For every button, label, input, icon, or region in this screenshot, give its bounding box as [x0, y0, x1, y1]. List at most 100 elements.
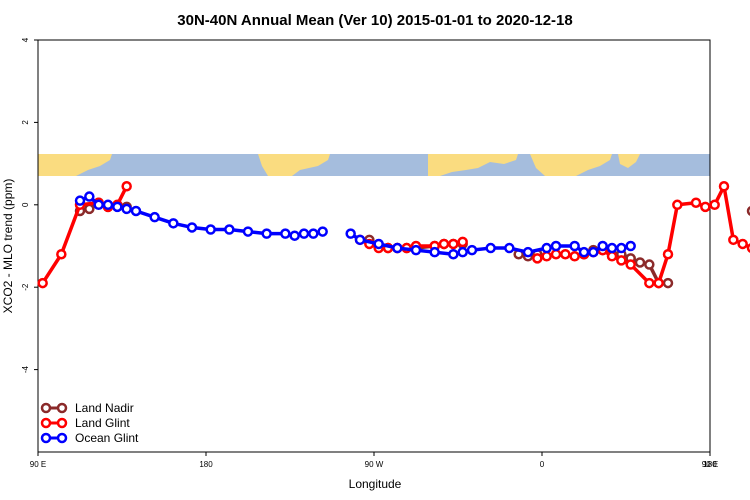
data-point	[550, 248, 562, 260]
data-point	[644, 259, 655, 270]
legend-label: Land Nadir	[75, 401, 134, 415]
data-point	[709, 199, 720, 211]
data-point	[280, 228, 291, 239]
data-point	[662, 248, 674, 260]
data-point	[616, 242, 627, 254]
data-point	[112, 201, 123, 213]
data-point	[634, 257, 646, 268]
data-point	[569, 251, 580, 262]
legend-marker	[40, 402, 52, 414]
series-line	[536, 184, 750, 285]
data-point	[298, 228, 310, 239]
data-point	[448, 238, 459, 250]
legend-marker	[40, 417, 52, 429]
data-point	[84, 191, 95, 202]
legend-label: Land Glint	[75, 416, 130, 430]
series-land-glint	[37, 181, 750, 289]
data-point	[644, 277, 655, 289]
x-tick-label: 90 E	[30, 460, 46, 469]
data-point	[606, 242, 618, 254]
x-tick-label: 180	[703, 460, 717, 469]
x-axis-label: Longitude	[349, 477, 402, 491]
data-point	[186, 222, 198, 233]
data-point	[354, 234, 366, 246]
data-point	[737, 238, 748, 250]
data-point	[728, 234, 739, 246]
series-ocean-glint	[74, 191, 636, 260]
data-point	[653, 277, 664, 289]
data-point	[74, 195, 86, 206]
data-point	[392, 242, 403, 254]
x-tick-label: 90 E	[702, 460, 718, 469]
data-point	[121, 181, 132, 192]
data-point	[606, 251, 618, 262]
data-point	[317, 226, 328, 237]
data-point	[485, 242, 496, 254]
y-axis-label: XCO2 - MLO trend (ppm)	[1, 179, 15, 314]
data-point	[457, 246, 468, 258]
data-point	[37, 277, 48, 289]
map-strip	[38, 154, 710, 176]
x-tick-label: 90 W	[365, 460, 384, 469]
y-tick-label: -2	[21, 283, 30, 291]
data-point	[597, 240, 608, 252]
data-point	[149, 211, 160, 223]
y-tick-label: -4	[21, 365, 30, 373]
land-shape	[428, 154, 518, 176]
data-point	[690, 197, 702, 208]
data-point	[541, 242, 552, 254]
x-tick-label: 0	[540, 460, 545, 469]
data-point	[130, 205, 142, 217]
y-tick-label: 4	[21, 37, 30, 42]
data-point	[93, 199, 104, 211]
data-point	[308, 228, 319, 239]
land-shape	[38, 154, 112, 176]
data-point	[457, 236, 468, 248]
data-point	[466, 244, 478, 256]
data-point	[625, 240, 636, 252]
data-point	[224, 224, 235, 235]
land-masses	[38, 154, 640, 176]
data-point	[662, 277, 674, 289]
legend-label: Ocean Glint	[75, 431, 139, 445]
data-point	[672, 199, 683, 211]
data-point	[438, 238, 450, 250]
data-point	[410, 244, 422, 256]
data-point	[84, 203, 95, 215]
data-point	[588, 246, 599, 258]
data-point	[616, 255, 627, 266]
legend-marker	[56, 432, 68, 444]
data-point	[700, 201, 711, 213]
data-point	[718, 181, 730, 192]
legend-marker	[40, 432, 52, 444]
data-point	[289, 230, 300, 241]
series-layer	[37, 181, 750, 289]
data-point	[242, 226, 254, 237]
data-point	[550, 240, 562, 252]
land-shape	[530, 154, 612, 176]
legend-marker	[56, 402, 68, 414]
land-shape	[618, 154, 640, 168]
data-point	[532, 253, 543, 264]
data-point	[345, 228, 356, 239]
data-point	[560, 248, 571, 260]
y-tick-label: 2	[21, 120, 30, 125]
data-point	[504, 242, 515, 254]
data-point	[569, 240, 580, 252]
data-point	[448, 248, 459, 260]
data-point	[429, 246, 440, 258]
legend-marker	[56, 417, 68, 429]
y-tick-label: 0	[21, 202, 30, 207]
land-shape	[258, 154, 330, 176]
data-point	[121, 203, 132, 215]
data-point	[541, 251, 552, 262]
data-point	[205, 224, 216, 235]
data-point	[261, 228, 272, 239]
data-point	[102, 199, 114, 211]
data-point	[522, 246, 534, 258]
data-point	[168, 218, 179, 229]
data-point	[578, 246, 590, 258]
